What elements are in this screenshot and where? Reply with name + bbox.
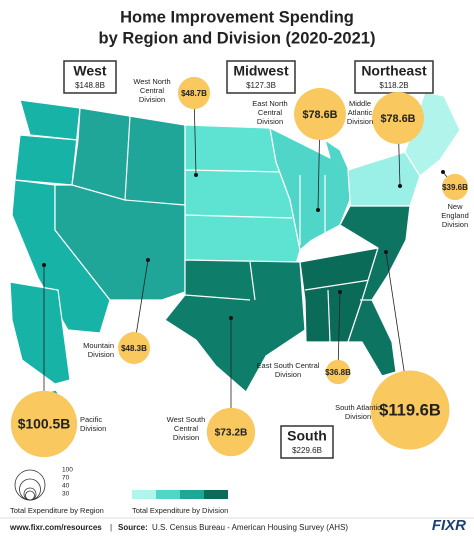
state-dot	[146, 258, 150, 262]
region-name: South	[287, 428, 327, 444]
division-bubble	[325, 359, 351, 385]
legend-title: Total Expenditure by Division	[132, 506, 228, 515]
region-total: $127.3B	[246, 81, 276, 90]
division-name: Division	[345, 412, 371, 421]
division-name: West South	[167, 415, 206, 424]
legend-title: Total Expenditure by Region	[10, 506, 104, 515]
division-name: Division	[173, 433, 199, 442]
division-name: East North	[252, 99, 287, 108]
legend-size-label: 40	[62, 483, 70, 490]
division-name: Division	[257, 117, 283, 126]
state-dot	[441, 170, 445, 174]
state-dot	[338, 290, 342, 294]
division-name: Middle	[349, 99, 371, 108]
division-name: Division	[347, 117, 373, 126]
division-value: $36.8B	[325, 368, 351, 377]
region-box	[280, 425, 334, 459]
division-name: Division	[275, 370, 301, 379]
division-bubble	[10, 390, 78, 458]
state-dot	[229, 316, 233, 320]
division-value: $100.5B	[18, 416, 71, 432]
region-name: Northeast	[361, 63, 427, 79]
division-bubble	[370, 370, 450, 450]
south-atlantic-area	[339, 205, 411, 377]
state-dot	[194, 173, 198, 177]
division-value: $39.6B	[442, 183, 468, 192]
legend-swatch	[132, 490, 156, 499]
west-south-central-area	[164, 259, 306, 393]
middle-atlantic-area	[347, 151, 421, 207]
division-value: $119.6B	[379, 400, 441, 419]
legend-size-label: 70	[62, 475, 70, 482]
division-bubble	[372, 92, 424, 144]
division-value: $78.6B	[302, 109, 337, 121]
state-dot	[42, 263, 46, 267]
division-name: Division	[442, 220, 468, 229]
division-bubble	[441, 173, 469, 201]
legend-bubble	[25, 490, 35, 501]
footer-separator: |	[110, 523, 112, 532]
legend-bubble	[14, 469, 46, 501]
leader-line	[337, 291, 341, 373]
state-dot	[316, 208, 320, 212]
legend-swatch	[204, 490, 228, 499]
division-bubble	[118, 332, 150, 364]
division-name: Pacific	[80, 415, 102, 424]
division-name: Division	[80, 424, 106, 433]
division-bubble	[294, 88, 346, 140]
division-value: $48.3B	[121, 344, 147, 353]
division-name: Division	[139, 95, 165, 104]
us-map	[9, 91, 461, 411]
division-name: New	[447, 202, 463, 211]
footer-url: www.fixr.com/resources	[9, 523, 102, 532]
division-name: Central	[174, 424, 199, 433]
division-name: South Atlantic	[335, 403, 381, 412]
legend-swatch	[156, 490, 180, 499]
title-line: Home Improvement Spending	[120, 8, 354, 26]
region-box	[63, 60, 117, 94]
division-bubble	[206, 407, 256, 457]
division-name: West North	[133, 77, 170, 86]
state-dot	[384, 250, 388, 254]
division-name: Central	[258, 108, 283, 117]
division-value: $48.7B	[181, 89, 207, 98]
region-total: $148.8B	[75, 81, 105, 90]
legend-size-label: 100	[62, 467, 73, 474]
state-dot	[398, 184, 402, 188]
legend-size-label: 30	[62, 491, 70, 498]
region-box	[354, 60, 434, 94]
division-name: Atlantic	[348, 108, 373, 117]
title-line: by Region and Division (2020-2021)	[99, 29, 376, 47]
legend: Total Expenditure by Region Total Expend…	[10, 467, 228, 515]
region-total: $118.2B	[379, 81, 408, 90]
legend-swatch	[180, 490, 204, 499]
division-name: Mountain	[83, 341, 114, 350]
division-bubble	[177, 76, 211, 110]
footer-source: U.S. Census Bureau - American Housing Su…	[152, 523, 348, 532]
division-name: Division	[88, 350, 114, 359]
east-north-central-area	[269, 127, 351, 251]
region-total: $229.6B	[292, 446, 322, 455]
divisions: $100.5B PacificDivision$48.3BMountainDivi…	[10, 76, 469, 458]
region-name: West	[73, 63, 107, 79]
footer-source-label: Source:	[118, 523, 148, 532]
division-value: $78.6B	[380, 113, 415, 125]
division-name: Central	[140, 86, 165, 95]
division-value: $73.2B	[215, 428, 248, 439]
division-name: England	[441, 211, 469, 220]
division-name: East South Central	[257, 361, 320, 370]
region-boxes: West $148.8B Midwest $127.3B Northeast $…	[63, 60, 434, 459]
legend-bubble	[19, 478, 41, 501]
region-name: Midwest	[233, 63, 289, 79]
logo: FIXR	[432, 517, 466, 534]
region-box	[226, 60, 296, 94]
